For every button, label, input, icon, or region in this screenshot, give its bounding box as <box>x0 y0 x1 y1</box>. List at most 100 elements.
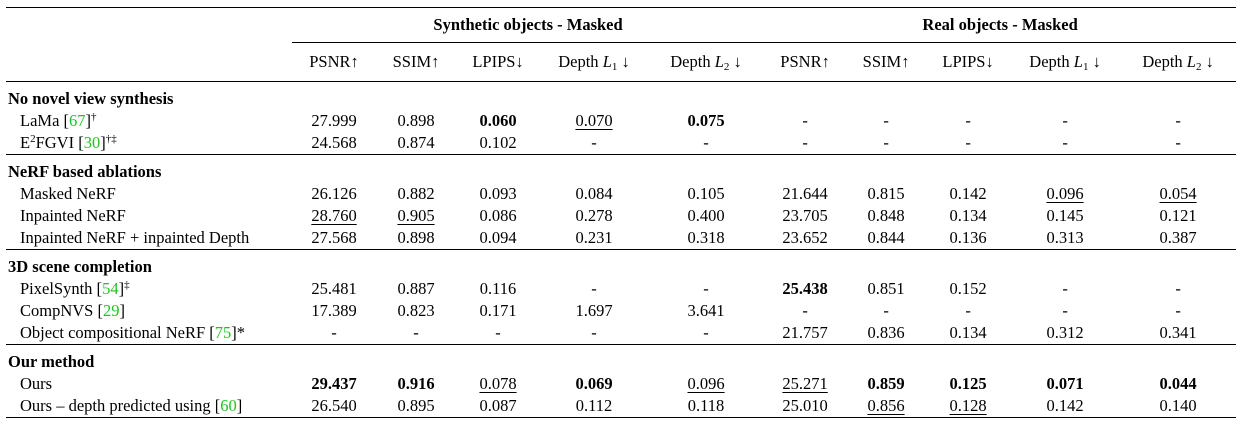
metric-value: 26.540 <box>311 396 357 415</box>
metric-value-cell: 0.898 <box>376 227 456 250</box>
metric-value: - <box>591 133 597 152</box>
group-header-row: Synthetic objects - Masked Real objects … <box>6 7 1237 43</box>
metric-value: 0.836 <box>867 323 905 342</box>
metric-value: 23.705 <box>782 206 828 225</box>
synthetic-metric-header-4: Depth L2 ↓ <box>648 42 765 82</box>
metric-value: 0.874 <box>397 133 435 152</box>
method-name-superscript: 2 <box>30 133 36 145</box>
metric-value-cell: 0.856 <box>846 395 927 418</box>
best-value: 0.075 <box>687 111 725 130</box>
table-row: Inpainted NeRF 28.760 0.905 0.086 0.278 0.400… <box>6 205 1236 227</box>
second-best-value: 25.271 <box>782 374 828 393</box>
second-best-value: 0.054 <box>1159 184 1197 203</box>
metric-value-cell: 0.134 <box>926 205 1010 227</box>
results-table-container: Synthetic objects - Masked Real objects … <box>6 7 1237 418</box>
metric-value: 0.136 <box>949 228 987 247</box>
metric-value: 0.121 <box>1159 206 1197 225</box>
metric-value-cell: 29.437 <box>292 373 376 395</box>
metric-value-cell: - <box>456 322 540 345</box>
method-name: Inpainted NeRF + inpainted Depth <box>20 228 250 247</box>
metric-label: SSIM↑ <box>862 52 910 71</box>
metric-value-cell: 0.118 <box>648 395 765 418</box>
footnote-marker: †‡ <box>105 133 117 145</box>
metric-value-cell: 23.652 <box>764 227 846 250</box>
second-best-value: 0.070 <box>575 111 613 130</box>
table-row: E2FGVI [30]†‡ 24.568 0.874 0.102 - - - - - - - <box>6 132 1236 155</box>
metric-value-cell: 0.094 <box>456 227 540 250</box>
depth-norm-symbol: L2 ↓ <box>1183 52 1214 73</box>
metric-value-cell: 0.136 <box>926 227 1010 250</box>
metric-value: 0.231 <box>575 228 613 247</box>
metric-value: 0.278 <box>575 206 613 225</box>
metric-value-cell: - <box>1120 110 1236 132</box>
real-metric-header-4: Depth L2 ↓ <box>1120 42 1237 82</box>
metric-value: - <box>1062 279 1068 298</box>
best-value: 25.438 <box>782 279 828 298</box>
metric-value-cell: 17.389 <box>292 300 376 322</box>
citation-link[interactable]: 67 <box>69 111 86 130</box>
method-name: PixelSynth [ <box>20 279 103 298</box>
metric-label: Depth <box>670 52 711 71</box>
metric-value-cell: - <box>1010 278 1120 300</box>
metric-value-cell: 0.387 <box>1120 227 1236 250</box>
metric-value: - <box>1175 111 1181 130</box>
method-name-cell: E2FGVI [30]†‡ <box>6 132 292 155</box>
metric-value-cell: 0.823 <box>376 300 456 322</box>
metric-value: - <box>1062 133 1068 152</box>
section-header-row: NeRF based ablations <box>6 154 1237 183</box>
metric-value: 0.118 <box>687 396 725 415</box>
metric-value-cell: 21.644 <box>764 183 846 205</box>
method-name-cell: Object compositional NeRF [75]* <box>6 322 292 345</box>
metric-value-cell: 25.438 <box>764 278 846 300</box>
metric-label: Depth <box>1029 52 1070 71</box>
second-best-value: 0.856 <box>867 396 905 415</box>
metric-label: PSNR↑ <box>309 52 359 71</box>
metric-value-cell: 0.895 <box>376 395 456 418</box>
metric-value: 0.142 <box>949 184 987 203</box>
metric-value-cell: - <box>1120 300 1236 322</box>
metric-value: 0.105 <box>687 184 725 203</box>
real-metric-header-0: PSNR↑ <box>764 42 847 82</box>
citation-link[interactable]: 60 <box>220 396 237 415</box>
metric-value-cell: 0.231 <box>540 227 648 250</box>
metric-value-cell: 0.084 <box>540 183 648 205</box>
citation-link[interactable]: 75 <box>214 323 232 342</box>
metric-value-cell: 0.044 <box>1120 373 1236 395</box>
metric-value: 0.318 <box>687 228 725 247</box>
metric-value-cell: 23.705 <box>764 205 846 227</box>
method-name: Ours <box>20 374 53 393</box>
synthetic-metric-header-0: PSNR↑ <box>292 42 376 82</box>
citation-close: ]* <box>231 323 246 342</box>
metric-value-cell: - <box>1120 132 1236 155</box>
table-row: Inpainted NeRF + inpainted Depth 27.568 0.… <box>6 227 1236 250</box>
metric-value: - <box>965 301 971 320</box>
table-row: Ours – depth predicted using [60] 26.540 0… <box>6 395 1237 418</box>
metric-value-cell: 0.128 <box>926 395 1011 418</box>
metric-value: 0.882 <box>397 184 435 203</box>
metric-value-cell: 0.070 <box>540 110 648 132</box>
metric-value-cell: 0.278 <box>540 205 648 227</box>
table-row: CompNVS [29] 17.389 0.823 0.171 1.697 3.641 - -… <box>6 300 1236 322</box>
citation-link[interactable]: 30 <box>83 133 101 152</box>
metric-value: 26.126 <box>311 184 357 203</box>
metric-value: 0.145 <box>1046 206 1084 225</box>
metric-value: 0.084 <box>575 184 613 203</box>
metric-value: 1.697 <box>575 301 613 320</box>
best-value: 0.125 <box>949 374 987 393</box>
depth-norm-symbol: L1 ↓ <box>1070 52 1101 73</box>
metric-value-cell: 0.312 <box>1010 322 1120 345</box>
second-best-value: 0.128 <box>949 396 987 415</box>
metric-value-cell: 0.874 <box>376 132 456 155</box>
metric-value-cell: 0.096 <box>1010 183 1120 205</box>
metric-value-cell: - <box>648 132 764 155</box>
method-name-rest: FGVI [ <box>35 133 84 152</box>
metric-label: Depth <box>558 52 599 71</box>
metric-value-cell: 0.844 <box>846 227 926 250</box>
metric-value-cell: 0.078 <box>456 373 540 395</box>
metric-value-cell: 0.400 <box>648 205 764 227</box>
citation-link[interactable]: 29 <box>102 301 120 320</box>
metric-value: - <box>883 133 889 152</box>
metric-value-cell: - <box>1010 132 1120 155</box>
citation-link[interactable]: 54 <box>102 279 119 298</box>
metric-label: SSIM↑ <box>392 52 440 71</box>
